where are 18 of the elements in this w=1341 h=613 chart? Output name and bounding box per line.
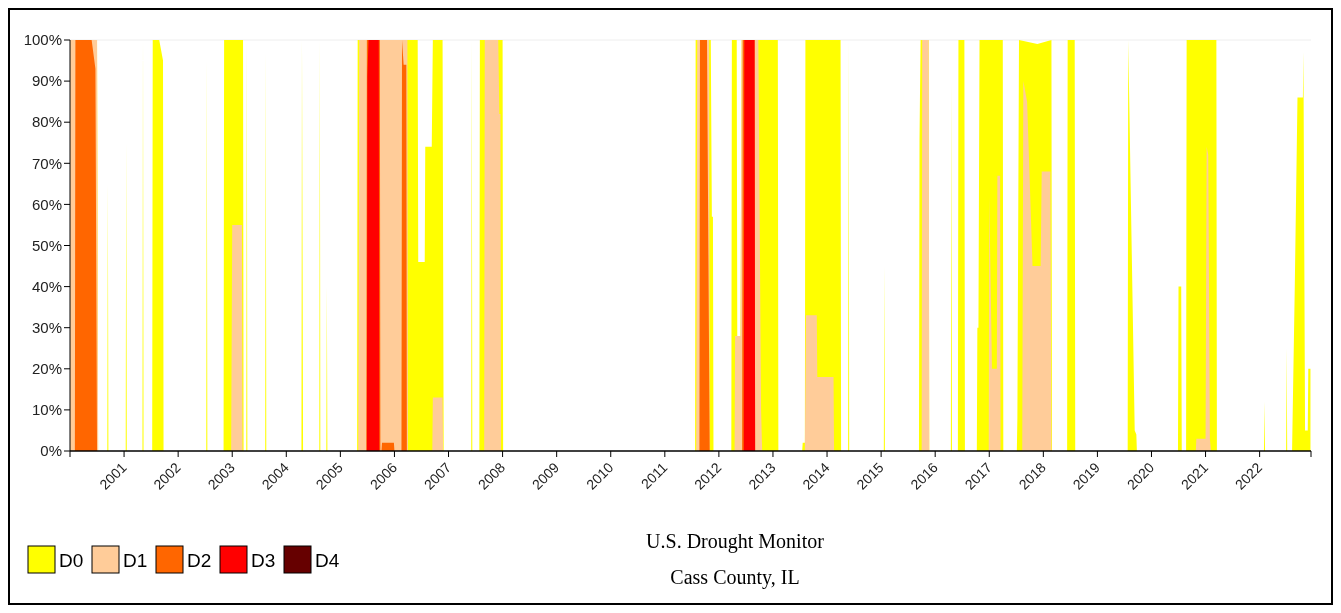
legend-label: D1 [123,550,148,571]
y-tick-label: 10% [31,401,62,419]
legend-label: D2 [187,550,212,571]
legend-label: D0 [59,550,84,571]
legend-label: D3 [251,550,276,571]
y-tick-label: 30% [31,318,62,336]
y-tick-label: 40% [31,277,62,295]
y-tick-label: 100% [23,31,62,49]
y-tick-label: 80% [31,113,62,131]
text: Cass County, IL [670,566,800,589]
y-tick-label: 0% [40,442,62,460]
y-tick-label: 20% [31,360,62,378]
y-tick-label: 50% [31,236,62,254]
legend-label: D4 [315,550,340,571]
y-tick-label: 60% [31,195,62,213]
text: U.S. Drought Monitor [646,530,825,553]
y-tick-label: 70% [31,154,62,172]
y-tick-label: 90% [31,72,62,90]
